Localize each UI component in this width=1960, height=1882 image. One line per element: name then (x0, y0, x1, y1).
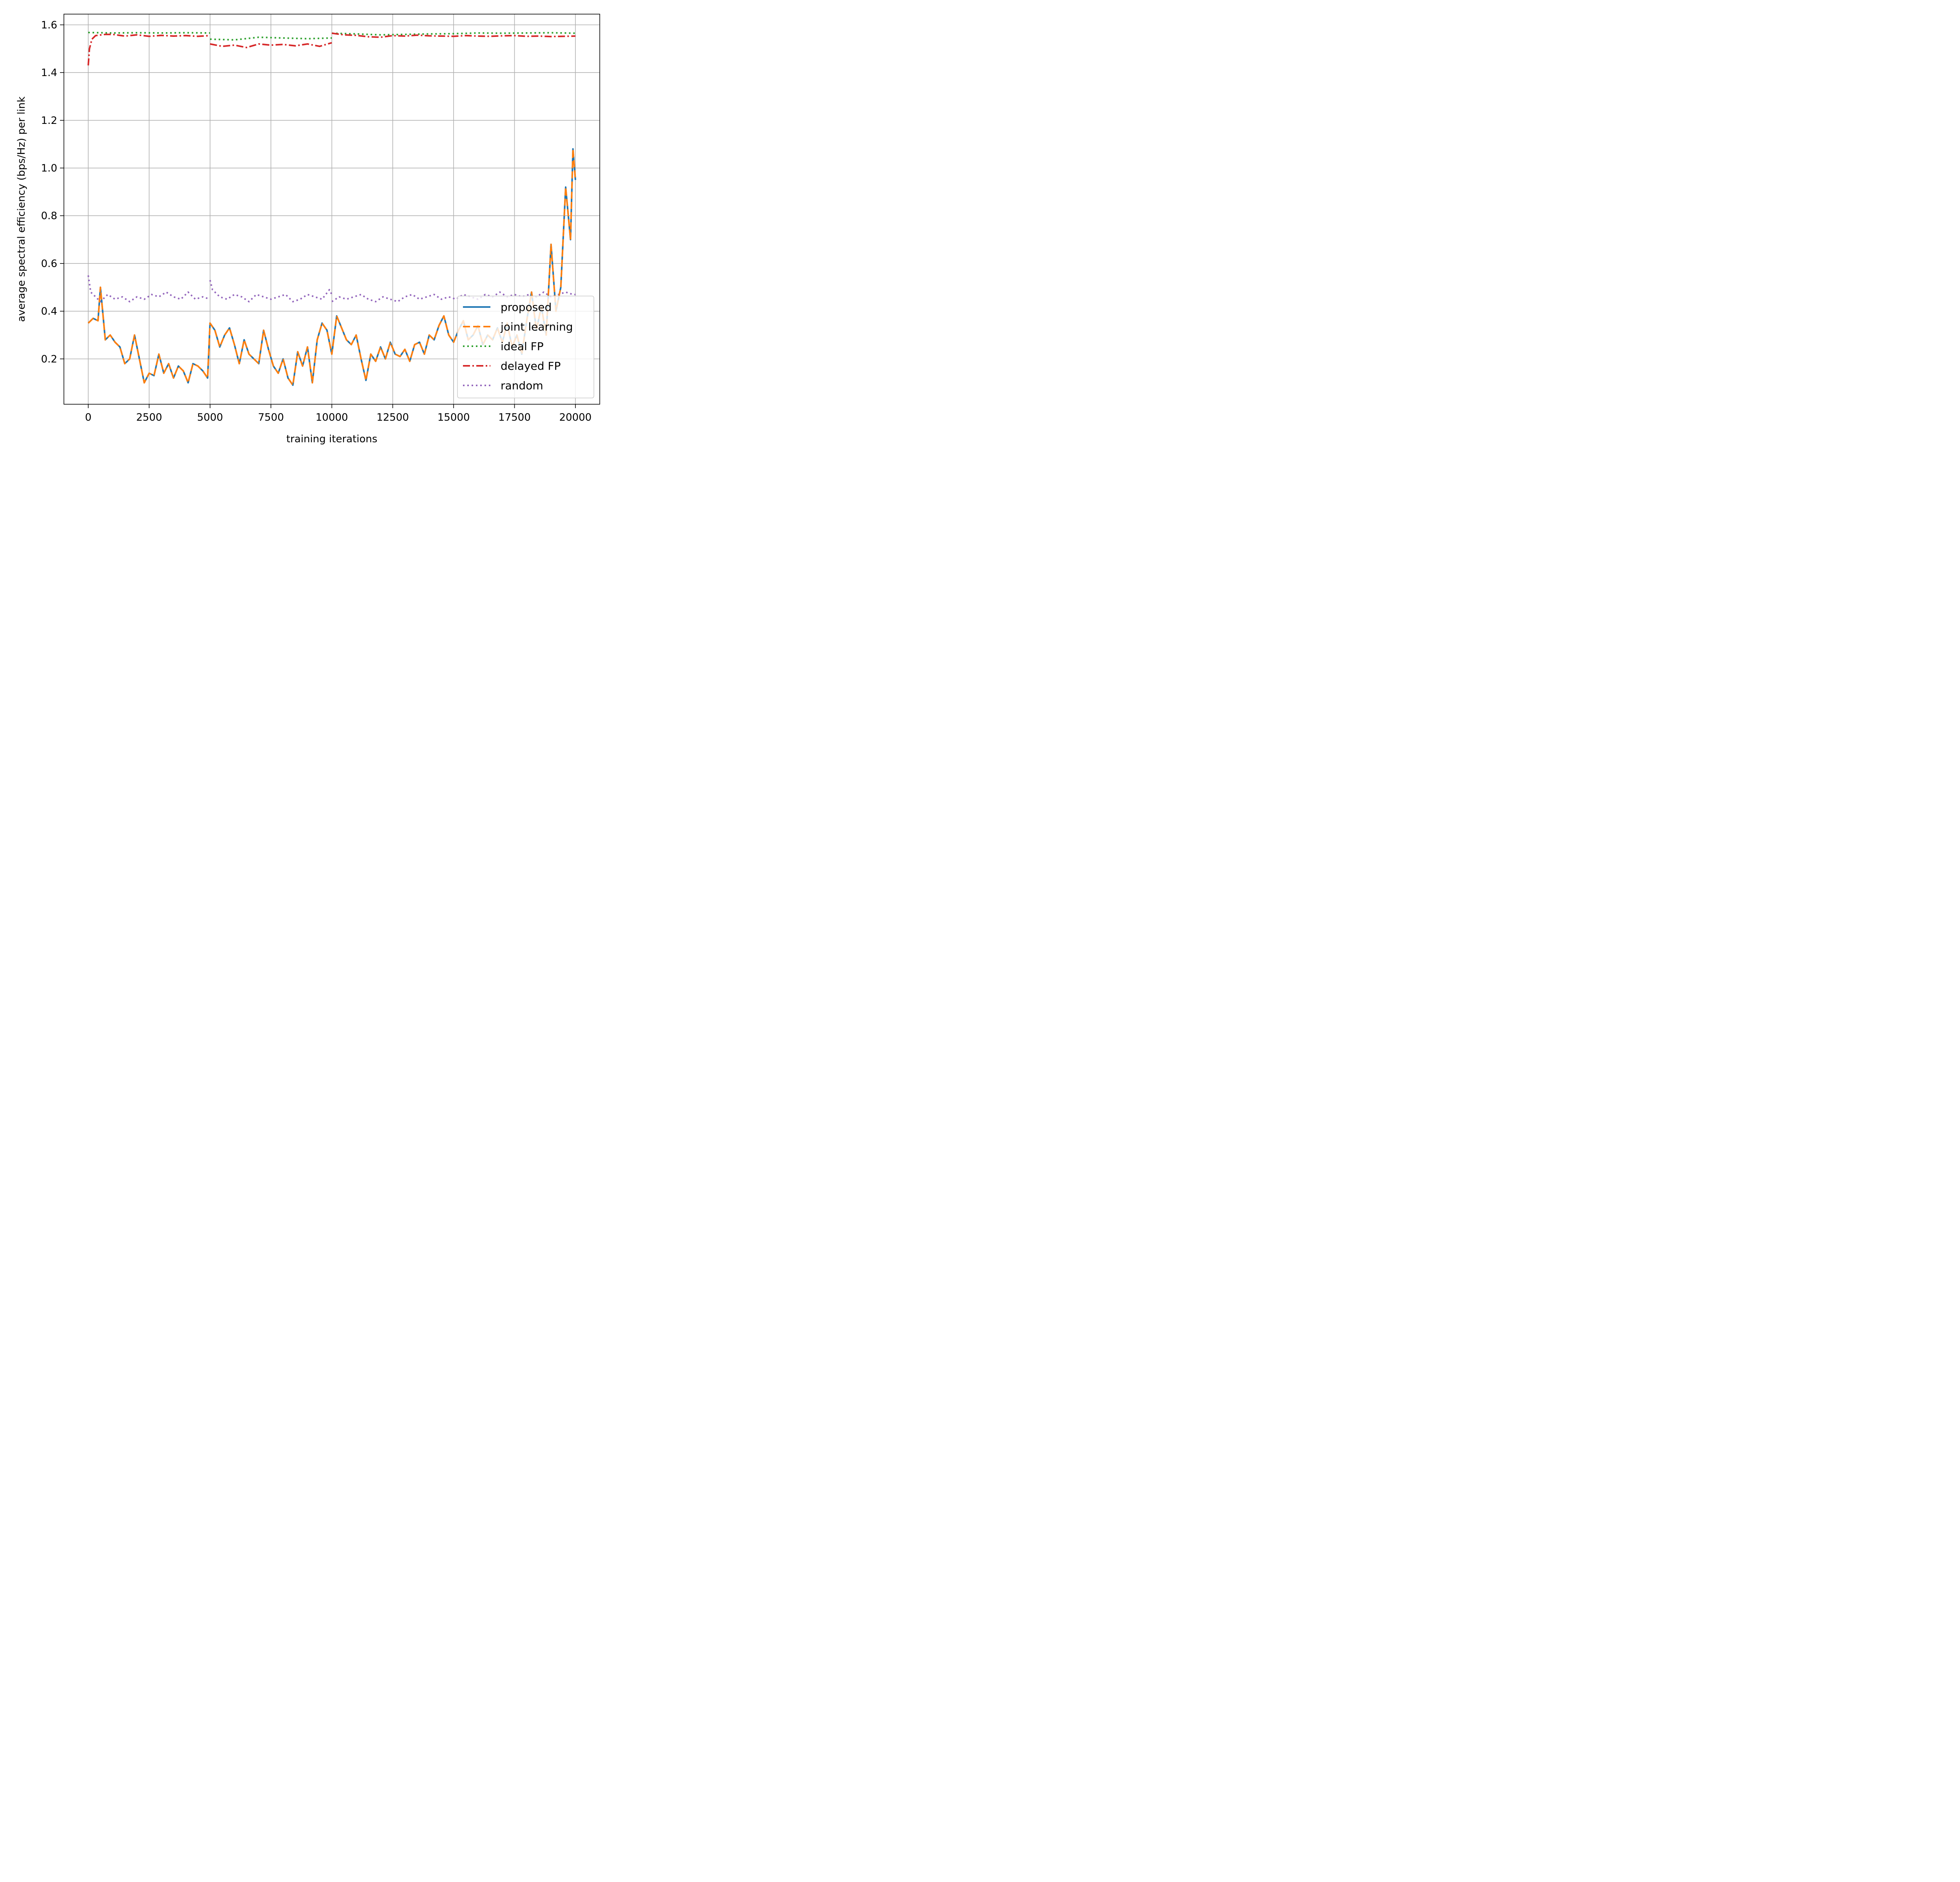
legend-box (457, 296, 594, 398)
legend: proposed joint learning ideal FP delayed FP… (457, 296, 594, 398)
legend-label: random (501, 379, 543, 392)
x-tick-label: 15000 (437, 412, 470, 423)
y-tick-label: 1.4 (41, 67, 57, 79)
x-tick-label: 7500 (258, 412, 284, 423)
y-tick-label: 1.0 (41, 163, 57, 174)
x-tick-label: 2500 (136, 412, 162, 423)
chart-root: 0 2500 5000 7500 10000 12500 15000 17500 20000 0… (0, 0, 612, 459)
x-tick-label: 17500 (498, 412, 531, 423)
legend-label: delayed FP (501, 360, 561, 372)
x-tick-label: 12500 (376, 412, 409, 423)
y-tick-label: 1.6 (41, 19, 57, 31)
legend-label: ideal FP (501, 340, 544, 353)
y-tick-label: 0.8 (41, 210, 57, 222)
y-tick-label: 0.6 (41, 258, 57, 270)
x-axis-label: training iterations (286, 433, 377, 445)
y-tick-label: 1.2 (41, 115, 57, 127)
y-axis-label: average spectral efficiency (bps/Hz) per… (16, 96, 27, 322)
series-line-random (87, 275, 575, 303)
y-axis-ticks: 0.2 0.4 0.6 0.8 1.0 1.2 1.4 1.6 (41, 19, 64, 365)
y-tick-label: 0.2 (41, 353, 57, 365)
series-lines (87, 31, 576, 386)
x-tick-label: 20000 (559, 412, 592, 423)
series-line-joint-learning (87, 148, 576, 386)
legend-label: joint learning (500, 320, 573, 333)
legend-label: proposed (501, 301, 552, 314)
x-tick-label: 0 (85, 412, 92, 423)
y-tick-label: 0.4 (41, 306, 57, 318)
series-line-delayed-fp (87, 32, 575, 65)
series-line-ideal-fp (88, 31, 575, 41)
x-axis-ticks: 0 2500 5000 7500 10000 12500 15000 17500 20000 (85, 404, 592, 423)
x-tick-label: 10000 (316, 412, 348, 423)
x-tick-label: 5000 (197, 412, 223, 423)
line-chart: 0 2500 5000 7500 10000 12500 15000 17500 20000 0… (0, 0, 612, 459)
